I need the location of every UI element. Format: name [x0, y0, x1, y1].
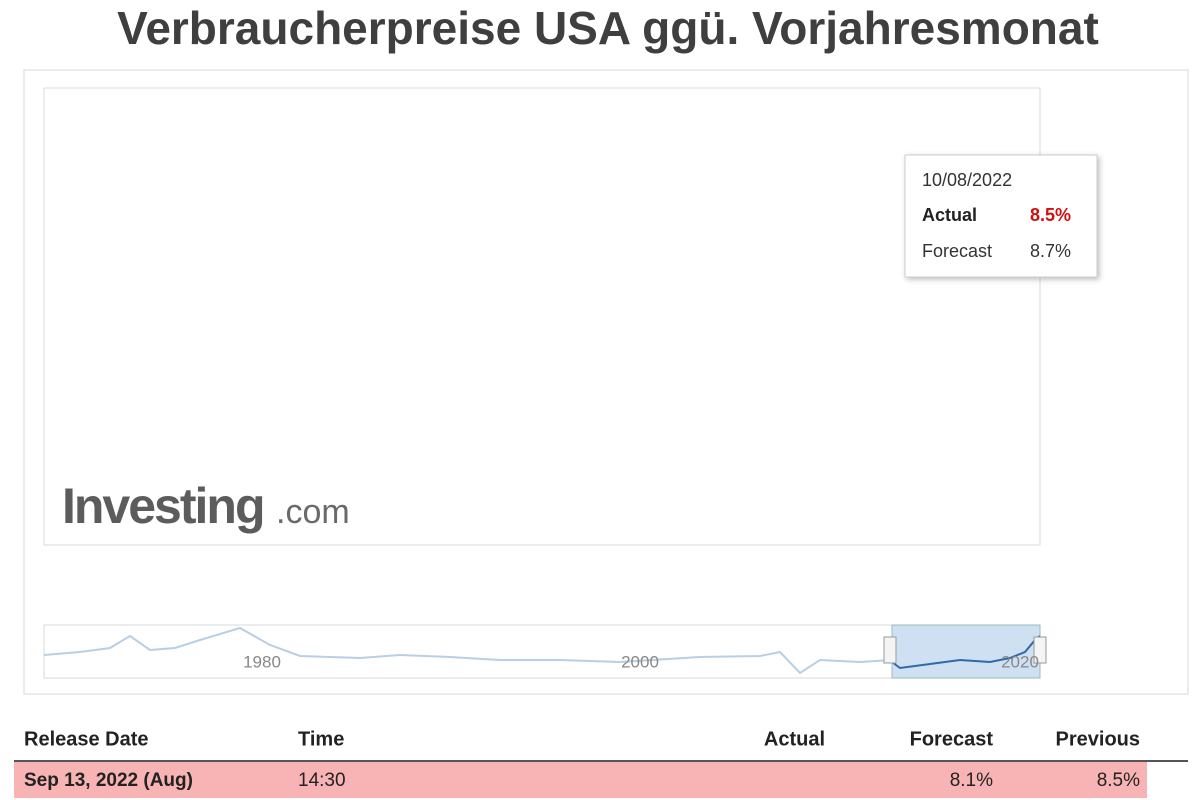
- watermark-suffix: .com: [276, 493, 350, 531]
- navigator-line: [43, 626, 893, 675]
- tooltip-date: 10/08/2022: [922, 170, 1012, 190]
- tooltip-label: Forecast: [922, 241, 992, 261]
- navigator-label: 2020: [1001, 652, 1039, 671]
- watermark-brand: Investing: [62, 478, 263, 534]
- cell: 14:30: [298, 770, 346, 791]
- column-header: Time: [298, 728, 344, 750]
- column-header: Forecast: [910, 728, 994, 750]
- title: Verbraucherpreise USA ggü. Vorjahresmona…: [117, 2, 1099, 54]
- column-header: Actual: [764, 728, 825, 750]
- tooltip-value: 8.7%: [1030, 241, 1071, 261]
- cell: 8.1%: [950, 770, 993, 791]
- navigator: [43, 624, 1041, 679]
- cell: 8.5%: [1097, 770, 1140, 791]
- column-header: Previous: [1056, 728, 1140, 750]
- table-row[interactable]: [14, 762, 1147, 798]
- column-header: Release Date: [24, 728, 149, 750]
- cell: Sep 13, 2022 (Aug): [24, 770, 193, 791]
- tooltip-value: 8.5%: [1030, 205, 1071, 225]
- navigator-handle[interactable]: [1033, 636, 1047, 664]
- navigator-label: 2000: [621, 652, 659, 671]
- tooltip: [904, 154, 1098, 278]
- tooltip-label: Actual: [922, 205, 977, 225]
- navigator-label: 1980: [243, 652, 281, 671]
- navigator-line-selected: [891, 635, 1041, 670]
- plot-area: [43, 87, 1041, 546]
- navigator-handle[interactable]: [883, 636, 897, 664]
